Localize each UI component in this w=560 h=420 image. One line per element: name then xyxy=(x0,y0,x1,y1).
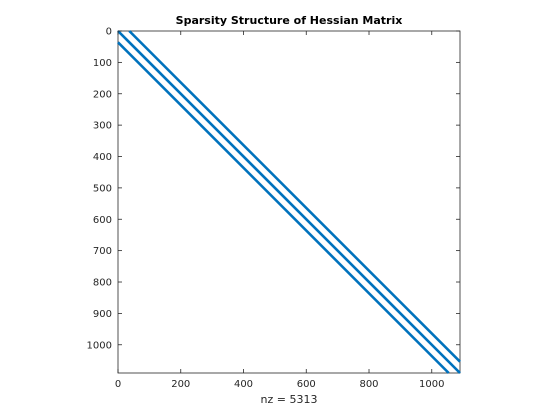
y-tick-label: 300 xyxy=(93,121,112,132)
x-tick-label: 0 xyxy=(115,379,121,390)
y-tick-label: 600 xyxy=(93,215,112,226)
nonzero-diagonal-2 xyxy=(117,30,461,374)
x-axis-label: nz = 5313 xyxy=(261,393,318,406)
y-tick-label: 100 xyxy=(93,58,112,69)
nonzero-diagonal-3 xyxy=(128,30,461,363)
y-tick-label: 1000 xyxy=(87,340,112,351)
x-tick-label: 600 xyxy=(297,379,316,390)
x-axis-ticks: 0 200 400 600 800 1000 xyxy=(115,31,444,390)
x-tick-label: 1000 xyxy=(419,379,444,390)
y-tick-label: 0 xyxy=(106,27,112,38)
y-tick-label: 800 xyxy=(93,278,112,289)
y-axis-ticks: 0 100 200 300 400 500 600 700 800 900 1000 xyxy=(87,27,460,351)
y-tick-label: 500 xyxy=(93,183,112,194)
x-tick-label: 200 xyxy=(171,379,190,390)
y-tick-label: 700 xyxy=(93,246,112,257)
nonzero-diagonal-1 xyxy=(117,41,450,374)
x-tick-label: 400 xyxy=(234,379,253,390)
y-tick-label: 200 xyxy=(93,89,112,100)
sparsity-pattern xyxy=(117,30,461,374)
x-tick-label: 800 xyxy=(359,379,378,390)
chart-title: Sparsity Structure of Hessian Matrix xyxy=(176,14,403,27)
y-tick-label: 400 xyxy=(93,152,112,163)
y-tick-label: 900 xyxy=(93,309,112,320)
